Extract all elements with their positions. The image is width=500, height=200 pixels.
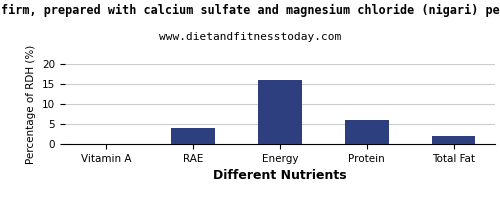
Bar: [432, 136, 476, 144]
Bar: [172, 128, 215, 144]
X-axis label: Different Nutrients: Different Nutrients: [213, 169, 347, 182]
Bar: [258, 80, 302, 144]
Y-axis label: Percentage of RDH (%): Percentage of RDH (%): [26, 44, 36, 164]
Text: www.dietandfitnesstoday.com: www.dietandfitnesstoday.com: [159, 32, 341, 42]
Bar: [345, 120, 389, 144]
Text: firm, prepared with calcium sulfate and magnesium chloride (nigari) pe: firm, prepared with calcium sulfate and …: [0, 4, 500, 17]
